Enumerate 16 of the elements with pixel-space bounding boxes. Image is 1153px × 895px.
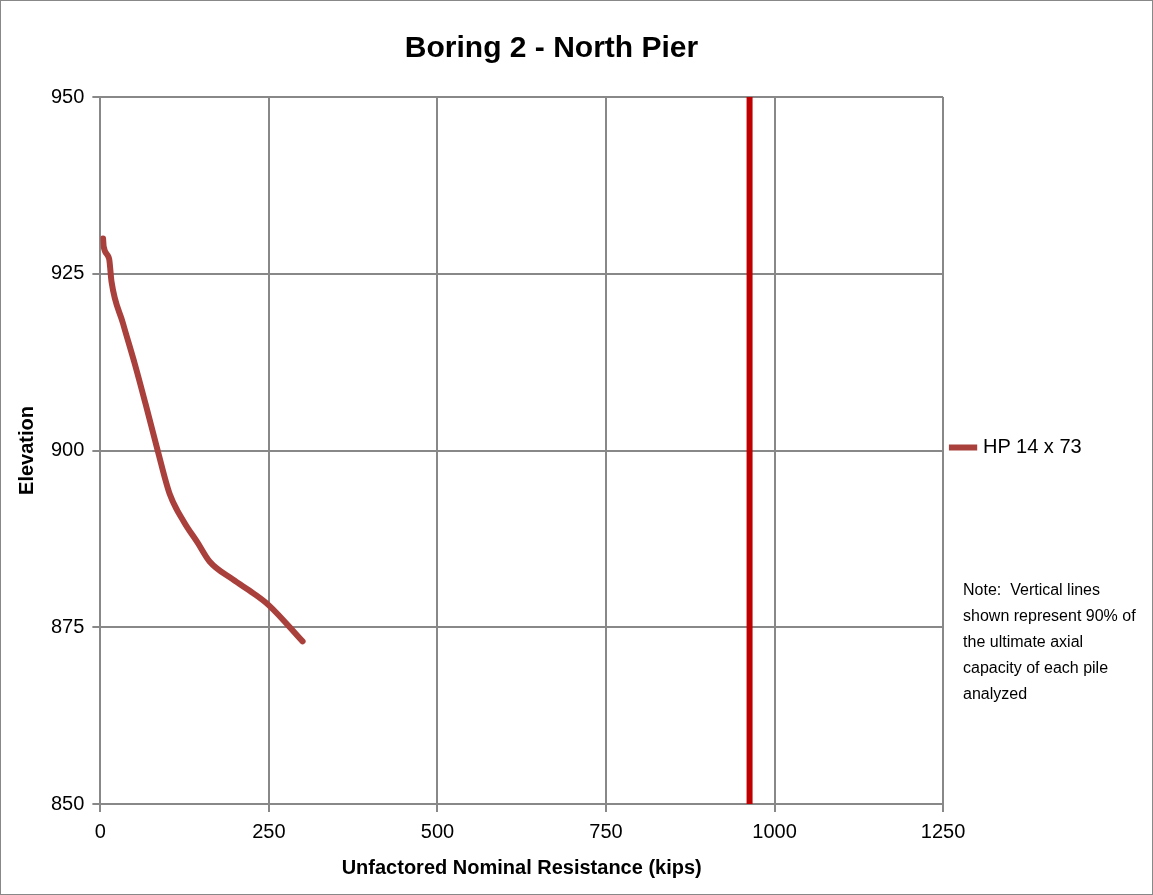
x-tick-label: 500 <box>420 819 455 842</box>
y-tick-label: 875 <box>50 614 85 637</box>
y-tick-label: 850 <box>50 791 85 814</box>
x-tick-label: 750 <box>589 819 623 842</box>
chart-title: Boring 2 - North Pier <box>404 30 699 64</box>
x-tick-label: 0 <box>94 819 106 842</box>
y-axis-title: Elevation <box>14 406 37 495</box>
y-tick-label: 900 <box>50 438 85 461</box>
x-tick-label: 1250 <box>920 819 966 842</box>
x-axis-title: Unfactored Nominal Resistance (kips) <box>341 855 702 878</box>
y-tick-label: 950 <box>50 84 85 107</box>
text: Note: Vertical lines shown represent 90% of the ultimate axial capacity of each pile analyzed <box>963 581 1137 703</box>
y-tick-label: 925 <box>50 261 85 284</box>
x-tick-label: 250 <box>252 819 286 842</box>
x-tick-label: 1000 <box>752 819 797 842</box>
legend-label: HP 14 x 73 <box>983 435 1082 458</box>
